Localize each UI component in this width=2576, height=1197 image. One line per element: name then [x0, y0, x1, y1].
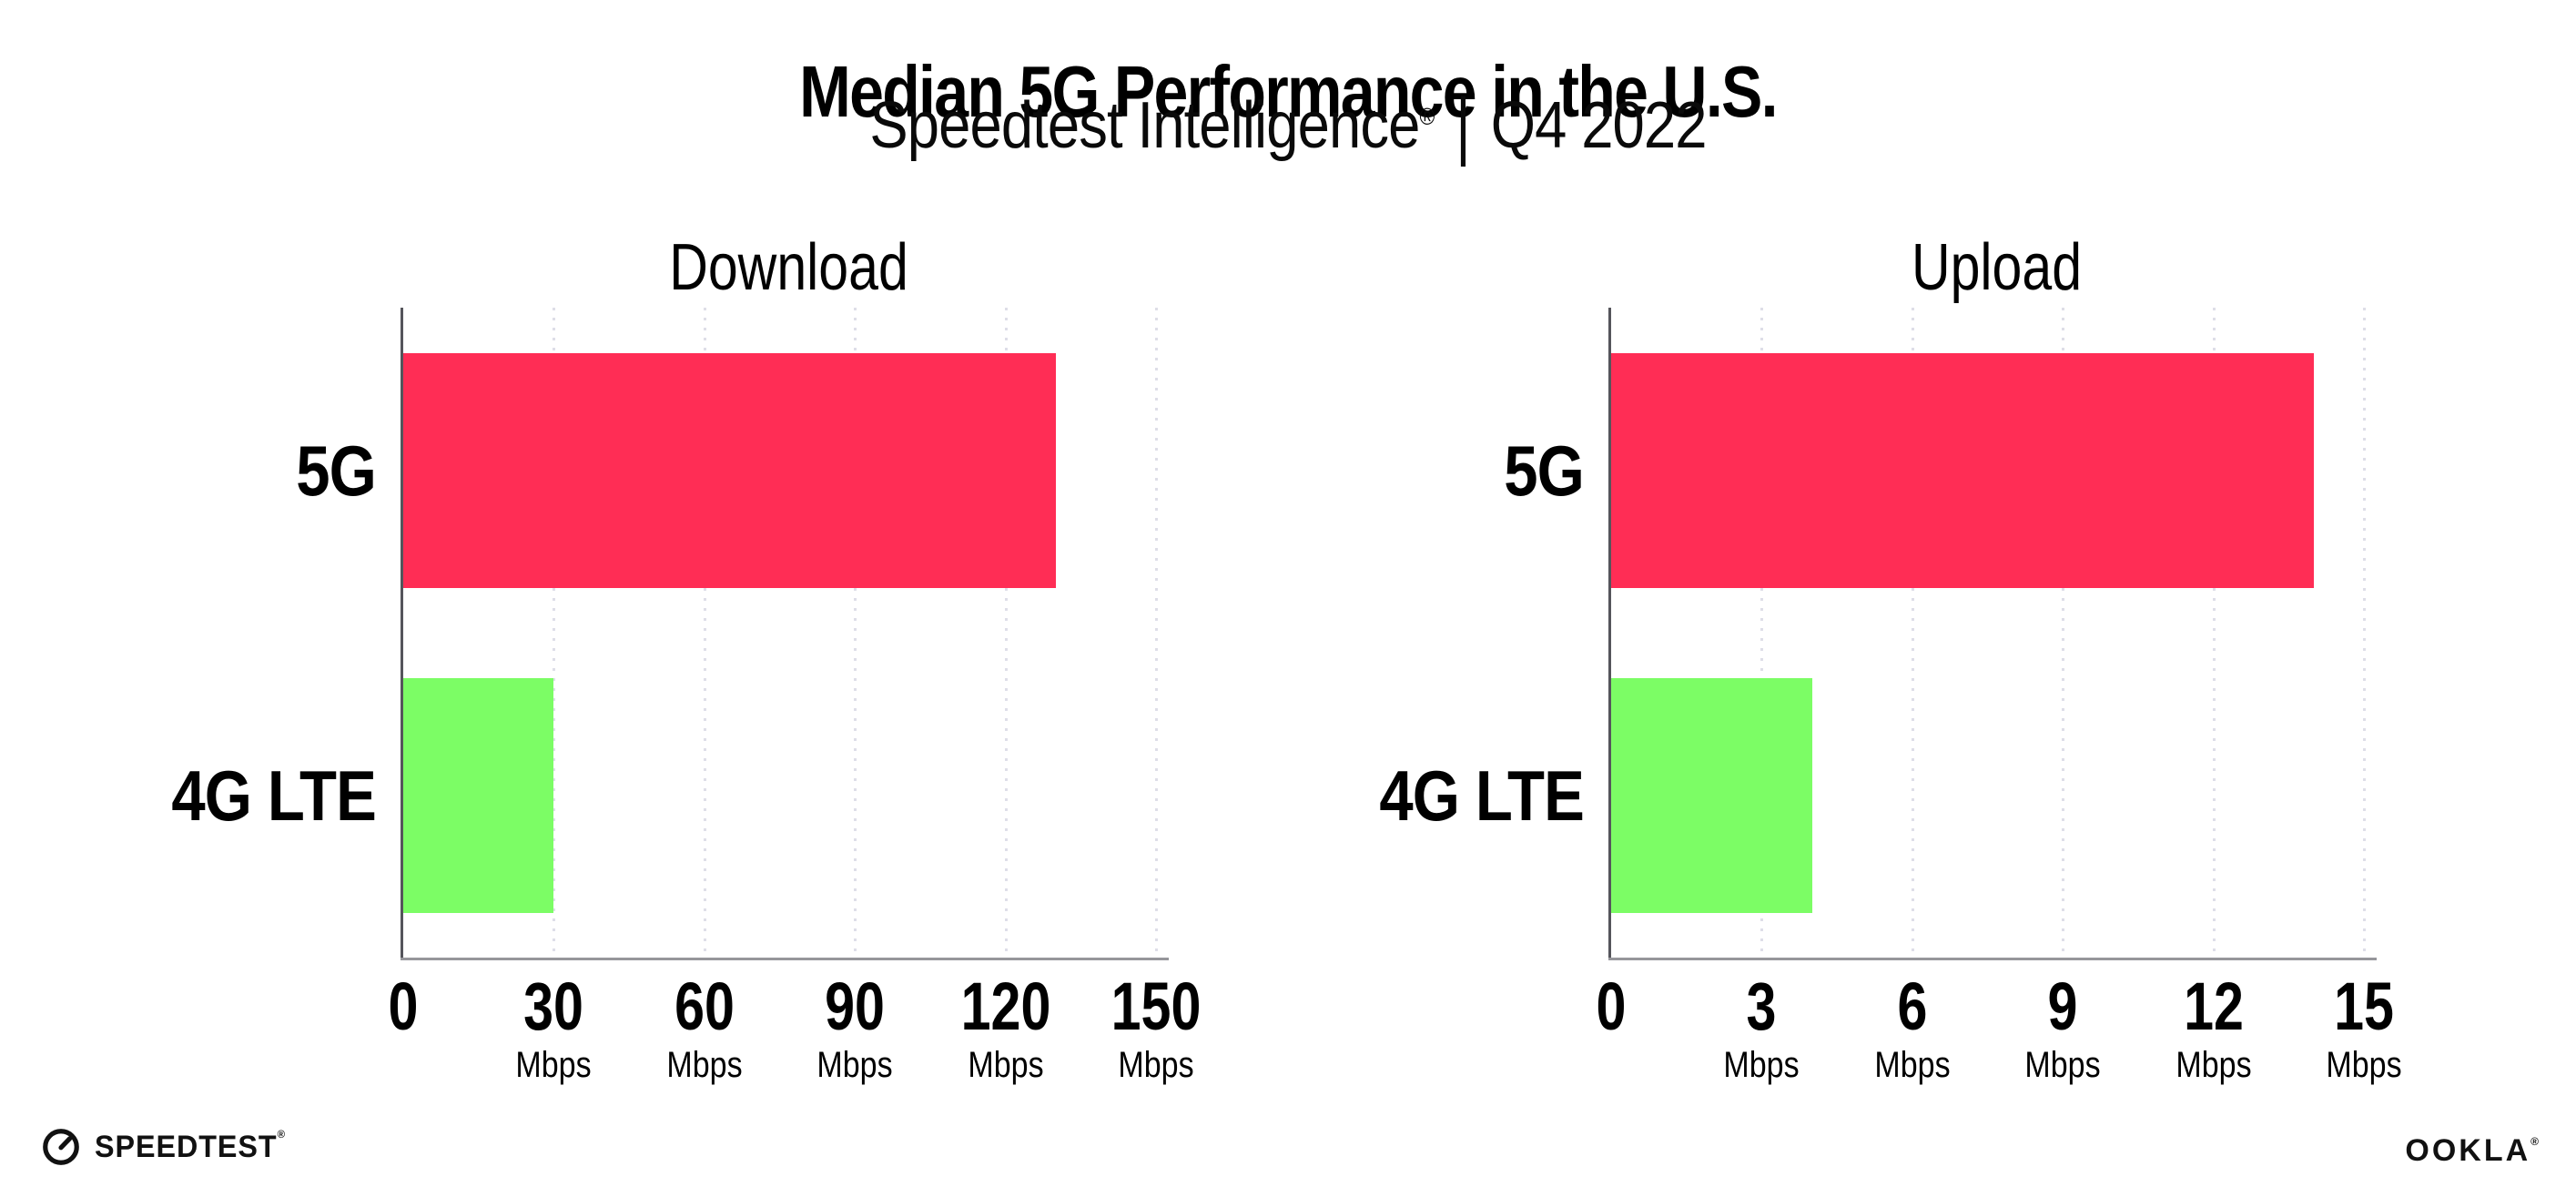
- tick-unit: Mbps: [666, 1045, 743, 1085]
- bar-5g: [403, 353, 1056, 588]
- tick-value: 0: [1596, 969, 1627, 1044]
- tick-unit: Mbps: [2024, 1045, 2101, 1085]
- tick-value: 30: [523, 969, 584, 1044]
- gridline-90: [854, 308, 857, 959]
- x-tick-90: 90 Mbps: [782, 969, 928, 1086]
- bar-4g-lte: [1611, 678, 1812, 913]
- speedtest-logo: SPEEDTEST®: [40, 1125, 296, 1169]
- y-axis-line: [1608, 308, 1611, 959]
- gridline-120: [1004, 308, 1008, 959]
- tick-unit: Mbps: [1723, 1045, 1800, 1085]
- tick-unit: Mbps: [968, 1045, 1044, 1085]
- x-tick-15: 15 Mbps: [2291, 969, 2437, 1086]
- tick-value: 60: [674, 969, 735, 1044]
- speedtest-gauge-icon: [40, 1126, 82, 1168]
- x-axis-line: [1608, 958, 2377, 960]
- tick-unit: Mbps: [816, 1045, 893, 1085]
- gridline-60: [703, 308, 706, 959]
- tick-value: 6: [1897, 969, 1928, 1044]
- tick-value: 150: [1111, 969, 1202, 1044]
- ookla-logo: OOKLA®: [2405, 1132, 2541, 1169]
- x-tick-120: 120 Mbps: [933, 969, 1079, 1086]
- category-label-5g: 5G: [1504, 431, 1585, 511]
- category-label-5g: 5G: [296, 431, 377, 511]
- x-tick-30: 30 Mbps: [481, 969, 626, 1086]
- gridline-30: [553, 308, 556, 959]
- x-tick-9: 9 Mbps: [1990, 969, 2135, 1086]
- page-title: Median 5G Performance in the U.S.: [799, 50, 1778, 132]
- bar-5g: [1611, 353, 2314, 588]
- panel-title: Upload: [1911, 231, 2083, 304]
- subtitle-period: Q4 2022: [1490, 89, 1708, 162]
- ookla-registered-mark-icon: ®: [2530, 1135, 2541, 1148]
- tick-unit: Mbps: [2175, 1045, 2252, 1085]
- x-tick-3: 3 Mbps: [1689, 969, 1834, 1086]
- ookla-wordmark: OOKLA: [2405, 1133, 2531, 1168]
- tick-unit: Mbps: [515, 1045, 592, 1085]
- gridline-150: [1155, 308, 1158, 959]
- gridline-15: [2363, 308, 2366, 959]
- speedtest-wordmark: SPEEDTEST®: [95, 1128, 286, 1164]
- bar-4g-lte: [403, 678, 554, 913]
- x-tick-60: 60 Mbps: [632, 969, 777, 1086]
- x-tick-0: 0: [1538, 970, 1684, 1043]
- tick-value: 3: [1746, 969, 1777, 1044]
- page-subtitle: Speedtest Intelligence® | Q4 2022: [155, 84, 2421, 167]
- tick-value: 0: [388, 969, 419, 1044]
- gridline-6: [1911, 308, 1914, 959]
- speedtest-registered-mark-icon: ®: [277, 1128, 286, 1141]
- registered-trademark-icon: ®: [1419, 103, 1435, 130]
- x-tick-0: 0: [330, 970, 476, 1043]
- gridline-9: [2062, 308, 2065, 959]
- y-axis-line: [401, 308, 403, 959]
- subtitle-separator: |: [1455, 84, 1470, 167]
- tick-value: 90: [825, 969, 886, 1044]
- x-tick-6: 6 Mbps: [1840, 969, 1985, 1086]
- category-label-4g-lte: 4G LTE: [1379, 756, 1585, 836]
- subtitle-brand: Speedtest Intelligence: [869, 89, 1420, 162]
- x-tick-12: 12 Mbps: [2141, 969, 2287, 1086]
- category-label-4g-lte: 4G LTE: [171, 756, 377, 836]
- tick-unit: Mbps: [1118, 1045, 1194, 1085]
- panel-title: Download: [669, 231, 908, 304]
- tick-unit: Mbps: [2326, 1045, 2402, 1085]
- x-tick-150: 150 Mbps: [1083, 969, 1229, 1086]
- gridline-12: [2212, 308, 2216, 959]
- x-axis-line: [401, 958, 1169, 960]
- tick-value: 9: [2047, 969, 2078, 1044]
- gridline-3: [1760, 308, 1764, 959]
- tick-value: 12: [2183, 969, 2244, 1044]
- tick-value: 120: [960, 969, 1050, 1044]
- tick-value: 15: [2334, 969, 2394, 1044]
- tick-unit: Mbps: [1874, 1045, 1951, 1085]
